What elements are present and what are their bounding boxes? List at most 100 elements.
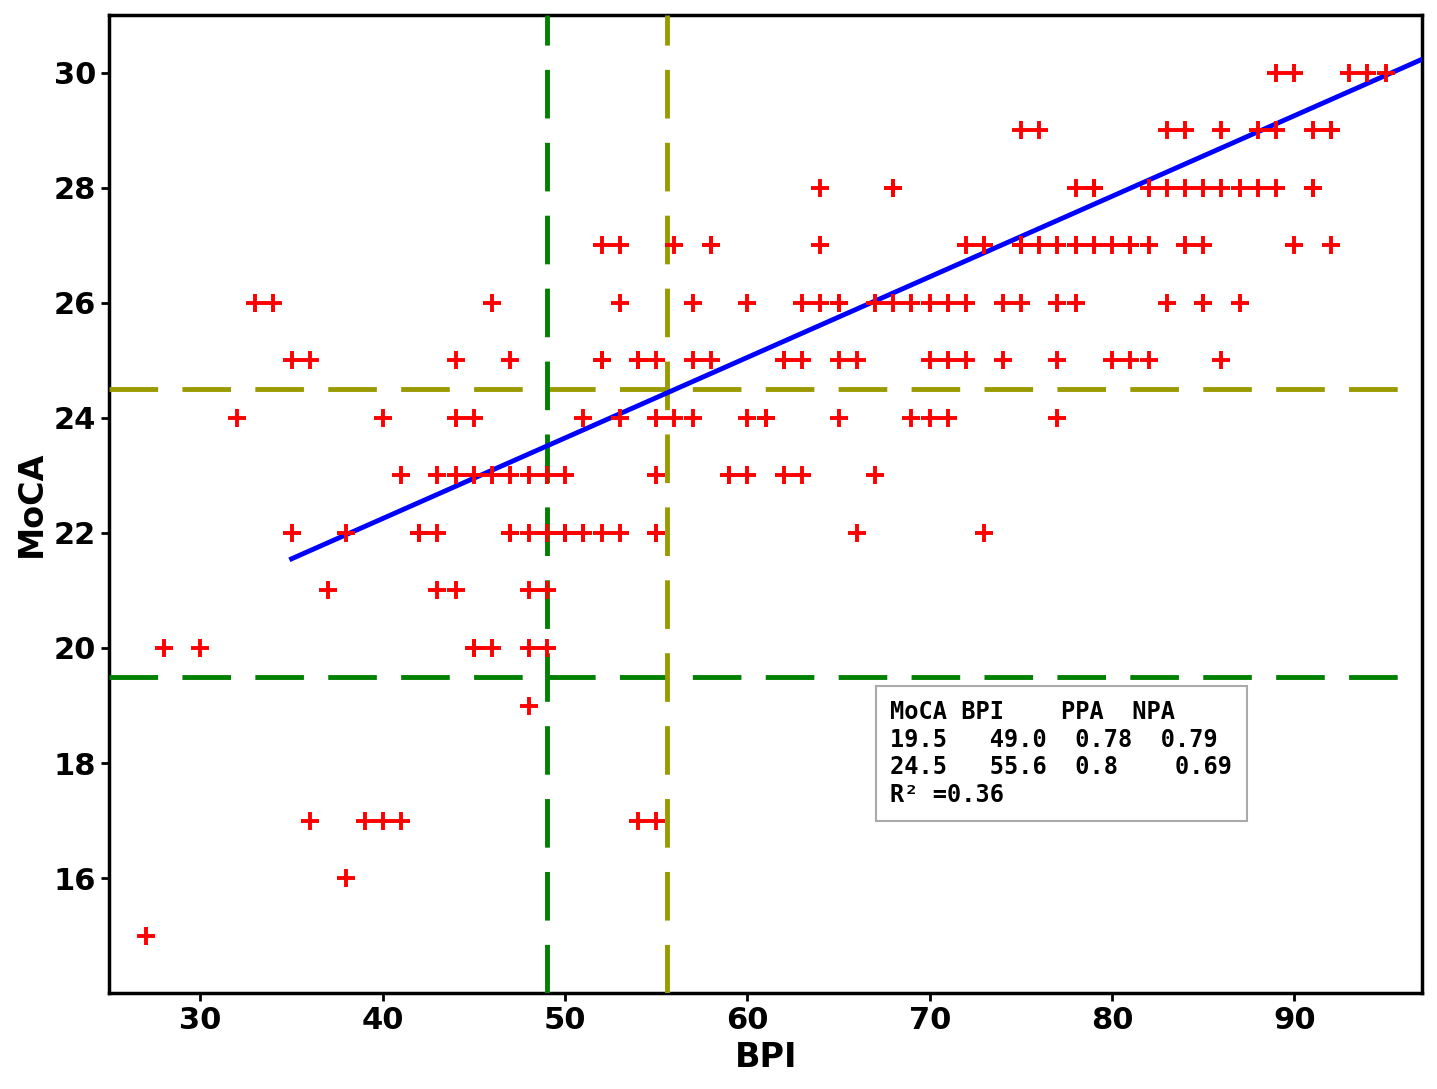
Point (591, 352, 614, 369)
Point (662, 236, 685, 254)
Point (335, 869, 358, 886)
Point (299, 352, 322, 369)
Point (864, 294, 887, 311)
Point (536, 639, 559, 657)
Point (662, 409, 685, 427)
Point (937, 294, 960, 311)
Point (736, 294, 759, 311)
Point (700, 236, 723, 254)
Point (572, 524, 595, 541)
Point (1319, 121, 1342, 138)
Point (188, 639, 211, 657)
Point (480, 639, 503, 657)
X-axis label: BPI: BPI (734, 1041, 798, 1074)
Point (389, 812, 412, 830)
Point (645, 812, 668, 830)
Point (809, 179, 832, 196)
Point (480, 467, 503, 485)
Point (1300, 121, 1323, 138)
Point (280, 524, 303, 541)
Point (1082, 236, 1105, 254)
Point (299, 812, 322, 830)
Point (463, 639, 486, 657)
Point (918, 409, 941, 427)
Point (425, 524, 448, 541)
Point (1319, 236, 1342, 254)
Point (1210, 352, 1233, 369)
Point (1265, 64, 1288, 82)
Point (425, 467, 448, 485)
Point (1246, 121, 1269, 138)
Point (992, 352, 1015, 369)
Point (517, 467, 540, 485)
Point (335, 524, 358, 541)
Point (608, 524, 631, 541)
Point (408, 524, 431, 541)
Point (517, 524, 540, 541)
Point (772, 467, 795, 485)
Point (517, 582, 540, 599)
Point (608, 236, 631, 254)
Point (463, 409, 486, 427)
Point (882, 179, 905, 196)
Point (1191, 236, 1214, 254)
Point (280, 352, 303, 369)
Point (1063, 236, 1086, 254)
Point (1082, 179, 1105, 196)
Point (954, 352, 977, 369)
Point (845, 352, 868, 369)
Point (591, 236, 614, 254)
Text: MoCA BPI    PPA  NPA
19.5   49.0  0.78  0.79
24.5   55.6  0.8    0.69
R² =0.36: MoCA BPI PPA NPA 19.5 49.0 0.78 0.79 24.… (891, 700, 1233, 807)
Point (1355, 64, 1378, 82)
Point (608, 409, 631, 427)
Point (973, 524, 996, 541)
Point (900, 409, 923, 427)
Point (845, 524, 868, 541)
Point (1300, 179, 1323, 196)
Point (1063, 179, 1086, 196)
Point (152, 639, 175, 657)
Point (1101, 236, 1124, 254)
Point (937, 352, 960, 369)
Point (262, 294, 285, 311)
Point (1063, 294, 1086, 311)
Point (681, 294, 704, 311)
Point (1027, 236, 1050, 254)
Point (900, 294, 923, 311)
Point (1191, 179, 1214, 196)
Point (1046, 409, 1069, 427)
Point (918, 294, 941, 311)
Point (627, 812, 650, 830)
Point (1027, 121, 1050, 138)
Point (1283, 236, 1306, 254)
Point (1046, 236, 1069, 254)
Point (954, 294, 977, 311)
Point (591, 352, 614, 369)
Y-axis label: MoCA: MoCA (14, 451, 47, 558)
Point (408, 524, 431, 541)
Point (1137, 352, 1160, 369)
Point (591, 524, 614, 541)
Point (1009, 236, 1032, 254)
Point (754, 409, 777, 427)
Point (1046, 294, 1069, 311)
Point (463, 639, 486, 657)
Point (1210, 179, 1233, 196)
Point (645, 467, 668, 485)
Point (499, 524, 522, 541)
Point (553, 467, 576, 485)
Point (809, 294, 832, 311)
Point (1174, 179, 1197, 196)
Point (937, 409, 960, 427)
Point (1119, 236, 1142, 254)
Point (1155, 121, 1178, 138)
Point (809, 236, 832, 254)
Point (645, 524, 668, 541)
Point (536, 524, 559, 541)
Point (736, 409, 759, 427)
Point (1229, 294, 1252, 311)
Point (973, 236, 996, 254)
Point (371, 812, 394, 830)
Point (772, 352, 795, 369)
Point (316, 582, 339, 599)
